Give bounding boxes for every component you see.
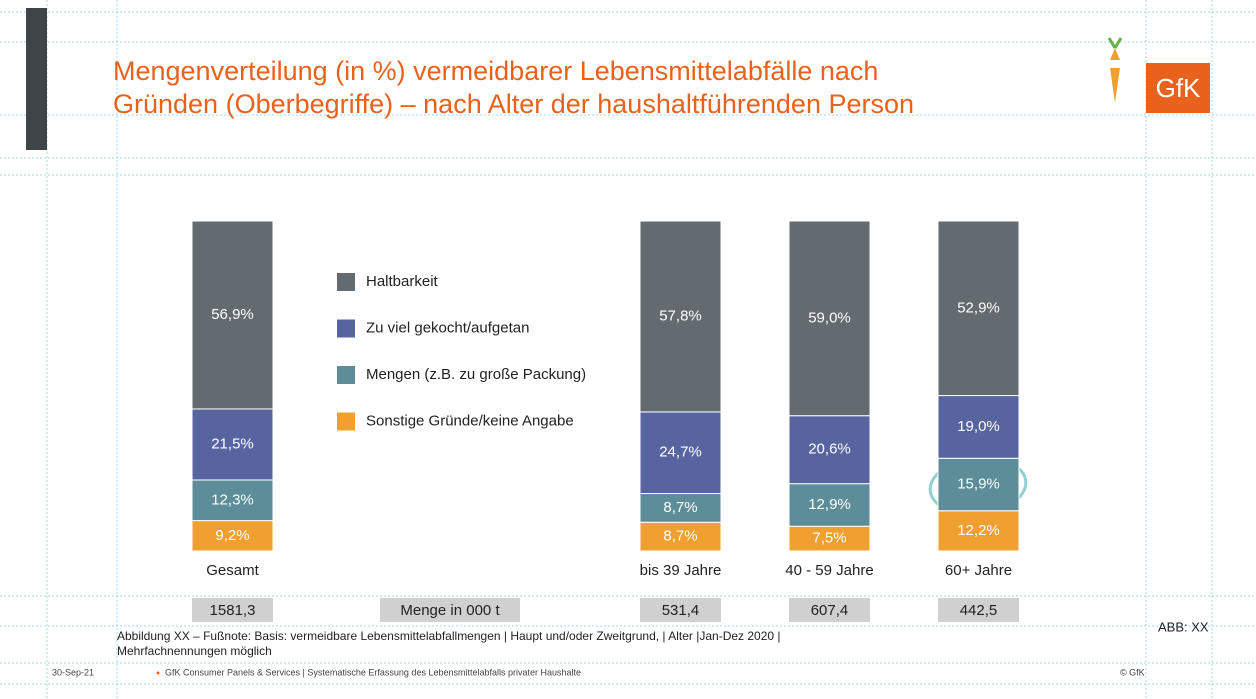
figure-id: ABB: XX [1158,619,1209,634]
value-label: 7,5% [812,530,846,547]
legend-label: Sonstige Gründe/keine Angabe [366,412,574,429]
value-label: 21,5% [211,435,254,452]
logo [1146,63,1210,113]
value-label: 19,0% [957,418,1000,435]
legend-swatch [337,412,355,431]
bar-segment [788,483,871,527]
title: Gründen (Oberbegriffe) – nach Alter der … [113,89,914,119]
value-label: 12,9% [808,496,851,513]
legend-label: Mengen (z.B. zu große Packung) [366,366,586,383]
total-value: 1581,3 [210,602,256,619]
value-label: 8,7% [663,499,697,516]
bar-segment [639,220,722,413]
logo-text: GfK [1156,73,1201,103]
bar-segment [191,220,274,410]
bar-segment [191,479,274,522]
carrot-logo [1110,48,1120,103]
category-label: 40 - 59 Jahre [785,562,873,579]
bar-segment [191,408,274,481]
legend-label: Haltbarkeit [366,273,439,290]
bar-segment [191,520,274,552]
total-box [789,598,870,622]
footer-date: 30-Sep-21 [52,667,94,677]
value-label: 59,0% [808,309,851,326]
value-label: 57,8% [659,307,702,324]
category-label: Gesamt [206,562,259,579]
total-box [640,598,721,622]
legend-swatch [337,366,355,384]
total-value: 531,4 [662,602,700,619]
footnote: Abbildung XX – Fußnote: Basis: vermeidba… [117,629,781,643]
value-label: 24,7% [659,444,702,461]
carrot-leaves [1107,37,1123,49]
bar-segment [788,415,871,485]
bar-segment [937,457,1020,512]
bar-segment [937,510,1020,552]
total-value: 442,5 [960,602,998,619]
value-label: 52,9% [957,299,1000,316]
category-label: 60+ Jahre [945,562,1012,579]
footer-copyright: © GfK [1120,667,1145,677]
value-label: 9,2% [215,527,249,544]
value-label: 12,2% [957,522,1000,539]
bar-segment [788,220,871,417]
value-label: 20,6% [808,441,851,458]
bar-segment [639,493,722,523]
total-label: Menge in 000 t [400,602,500,619]
footnote: Mehrfachnennungen möglich [117,644,272,658]
category-label: bis 39 Jahre [640,562,722,579]
bar-segment [937,395,1020,459]
legend-label: Zu viel gekocht/aufgetan [366,319,529,336]
chart: 9,2% 12,3% 21,5% 56,9% Gesamt 1581,3 8,7% 8,7% 2… [191,220,1020,622]
value-label: 12,3% [211,491,254,508]
legend-swatch [337,273,355,291]
bar-segment [937,220,1020,397]
total-box [192,598,273,622]
footer-dot [156,671,160,675]
value-label: 15,9% [957,475,1000,492]
value-label: 56,9% [211,306,254,323]
bar-segment [639,521,722,552]
total-box [380,598,520,622]
side-bar [26,8,47,150]
footer-text: GfK Consumer Panels & Services | Systema… [165,667,581,677]
value-label: 8,7% [663,528,697,545]
total-box [938,598,1019,622]
total-value: 607,4 [811,602,849,619]
legend-swatch [337,319,355,338]
title: Mengenverteilung (in %) vermeidbarer Leb… [113,56,878,86]
